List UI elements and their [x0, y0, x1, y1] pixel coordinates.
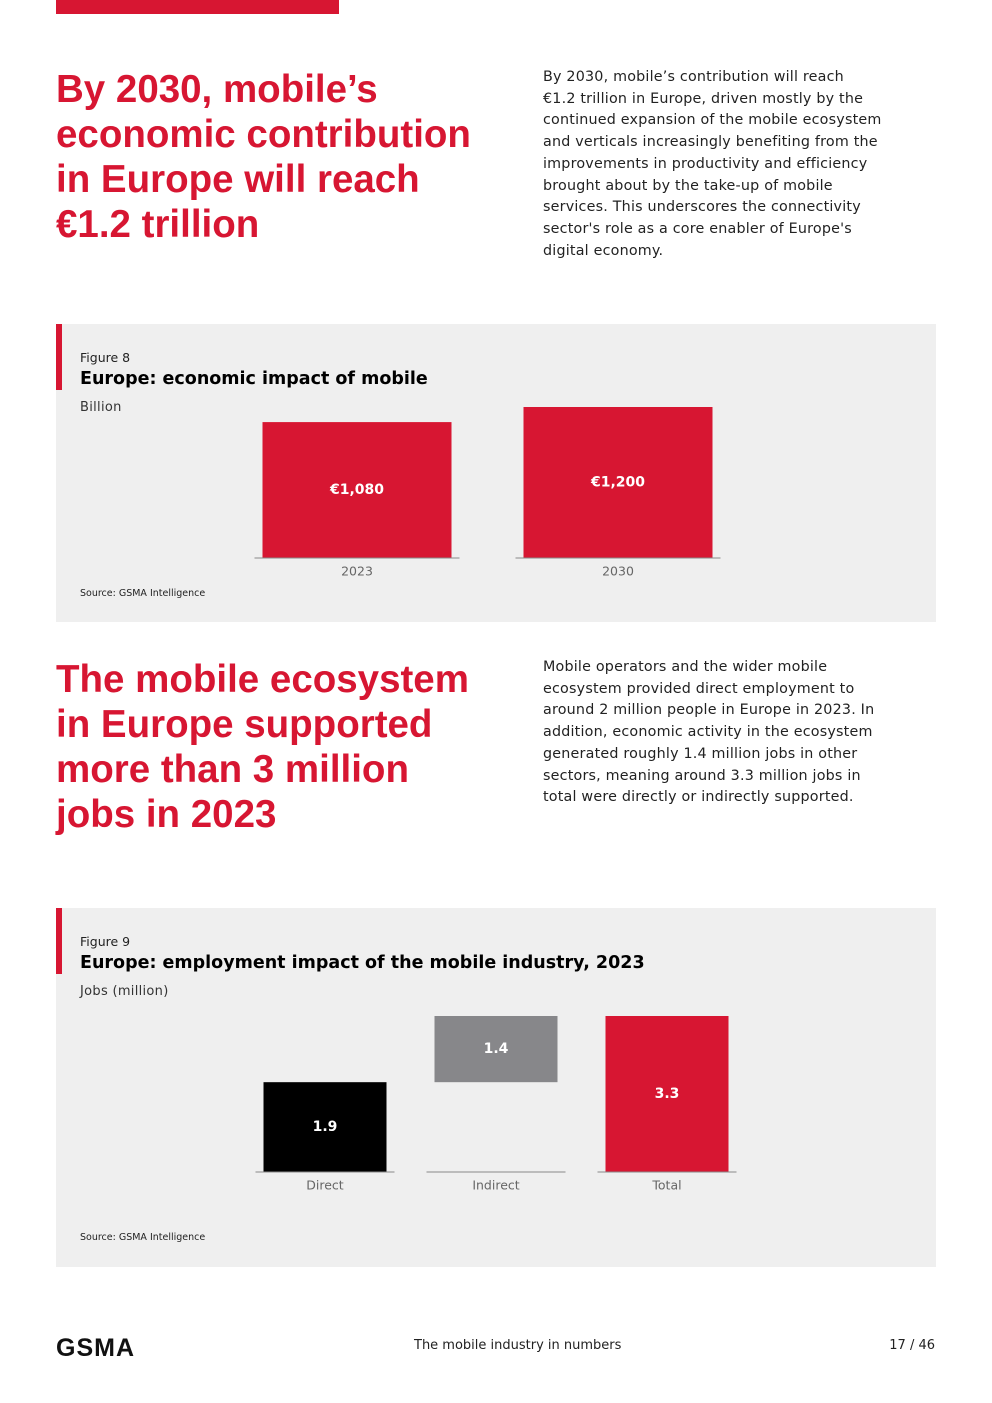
accent-bar — [56, 908, 62, 974]
figure-unit: Billion — [80, 400, 122, 415]
bar — [605, 1016, 729, 1172]
text-line: jobs in 2023 — [56, 793, 277, 836]
footer-title: The mobile industry in numbers — [414, 1338, 622, 1353]
section-body: By 2030, mobile’s contribution will reac… — [543, 67, 943, 262]
text-line: €1.2 trillion in Europe, driven mostly b… — [543, 90, 864, 107]
figure-unit: Jobs (million) — [80, 984, 169, 999]
text-line: generated roughly 1.4 million jobs in ot… — [543, 745, 858, 762]
x-tick-label: Total — [651, 1178, 681, 1193]
text-line: sectors, meaning around 3.3 million jobs… — [543, 767, 861, 784]
text-line: The mobile ecosystem — [56, 658, 469, 701]
text-line: around 2 million people in Europe in 202… — [543, 702, 875, 719]
section-heading: By 2030, mobile’s economic contribution in… — [56, 67, 526, 247]
bar — [263, 1082, 387, 1172]
figure-label: Figure 9 — [80, 934, 131, 949]
figure-label: Figure 8 — [80, 350, 131, 365]
page-number: 17 / 46 — [889, 1338, 935, 1353]
text-line: brought about by the take-up of mobile — [543, 177, 833, 194]
bar — [523, 407, 713, 558]
figure-panel: Figure 8 Europe: economic impact of mobi… — [56, 324, 936, 622]
value-label: €1,080 — [329, 482, 384, 498]
figure-title: Europe: economic impact of mobile — [80, 369, 428, 389]
text-line: digital economy. — [543, 242, 664, 259]
text-line: ecosystem provided direct employment to — [543, 680, 855, 697]
section-body: Mobile operators and the wider mobile eco… — [543, 657, 943, 809]
text-line: economic contribution — [56, 113, 471, 156]
text-line: improvements in productivity and efficie… — [543, 155, 868, 172]
value-label: 1.9 — [313, 1119, 338, 1135]
text-line: in Europe will reach — [56, 158, 420, 201]
text-line: addition, economic activity in the ecosy… — [543, 724, 873, 741]
bar — [262, 422, 452, 558]
source: Source: GSMA Intelligence — [80, 588, 206, 599]
x-tick-label: 2030 — [602, 564, 634, 579]
text-line: By 2030, mobile’s — [56, 68, 378, 111]
chart: €1,080 2023 €1,200 2030 — [254, 407, 721, 579]
section-heading: The mobile ecosystem in Europe supported m… — [56, 657, 526, 837]
text-line: and verticals increasingly benefiting fr… — [543, 134, 878, 151]
text-line: in Europe supported — [56, 703, 433, 746]
logo: GSMA — [56, 1334, 135, 1362]
source: Source: GSMA Intelligence — [80, 1232, 206, 1243]
x-tick-label: Direct — [306, 1178, 344, 1193]
figure-panel: Figure 9 Europe: employment impact of th… — [56, 908, 936, 1267]
x-tick-label: 2023 — [341, 564, 373, 579]
value-label: €1,200 — [590, 475, 645, 491]
accent-bar — [56, 324, 62, 390]
x-tick-label: Indirect — [472, 1178, 519, 1193]
text-line: more than 3 million — [56, 748, 409, 791]
text-line: sector's role as a core enabler of Europ… — [543, 220, 852, 237]
top-bar — [56, 0, 339, 14]
text-line: €1.2 trillion — [56, 203, 260, 246]
figure-title: Europe: employment impact of the mobile … — [80, 953, 645, 973]
text-line: Mobile operators and the wider mobile — [543, 659, 828, 675]
text-line: continued expansion of the mobile ecosys… — [543, 112, 882, 129]
text-line: total were directly or indirectly suppor… — [543, 789, 854, 806]
chart: 1.9 Direct 1.4 Indirect 3.3 Total — [255, 1016, 737, 1193]
value-label: 1.4 — [484, 1041, 509, 1057]
text-line: services. This underscores the connectiv… — [543, 199, 861, 216]
value-label: 3.3 — [655, 1086, 680, 1102]
bar — [434, 1016, 558, 1083]
text-line: By 2030, mobile’s contribution will reac… — [543, 69, 844, 85]
